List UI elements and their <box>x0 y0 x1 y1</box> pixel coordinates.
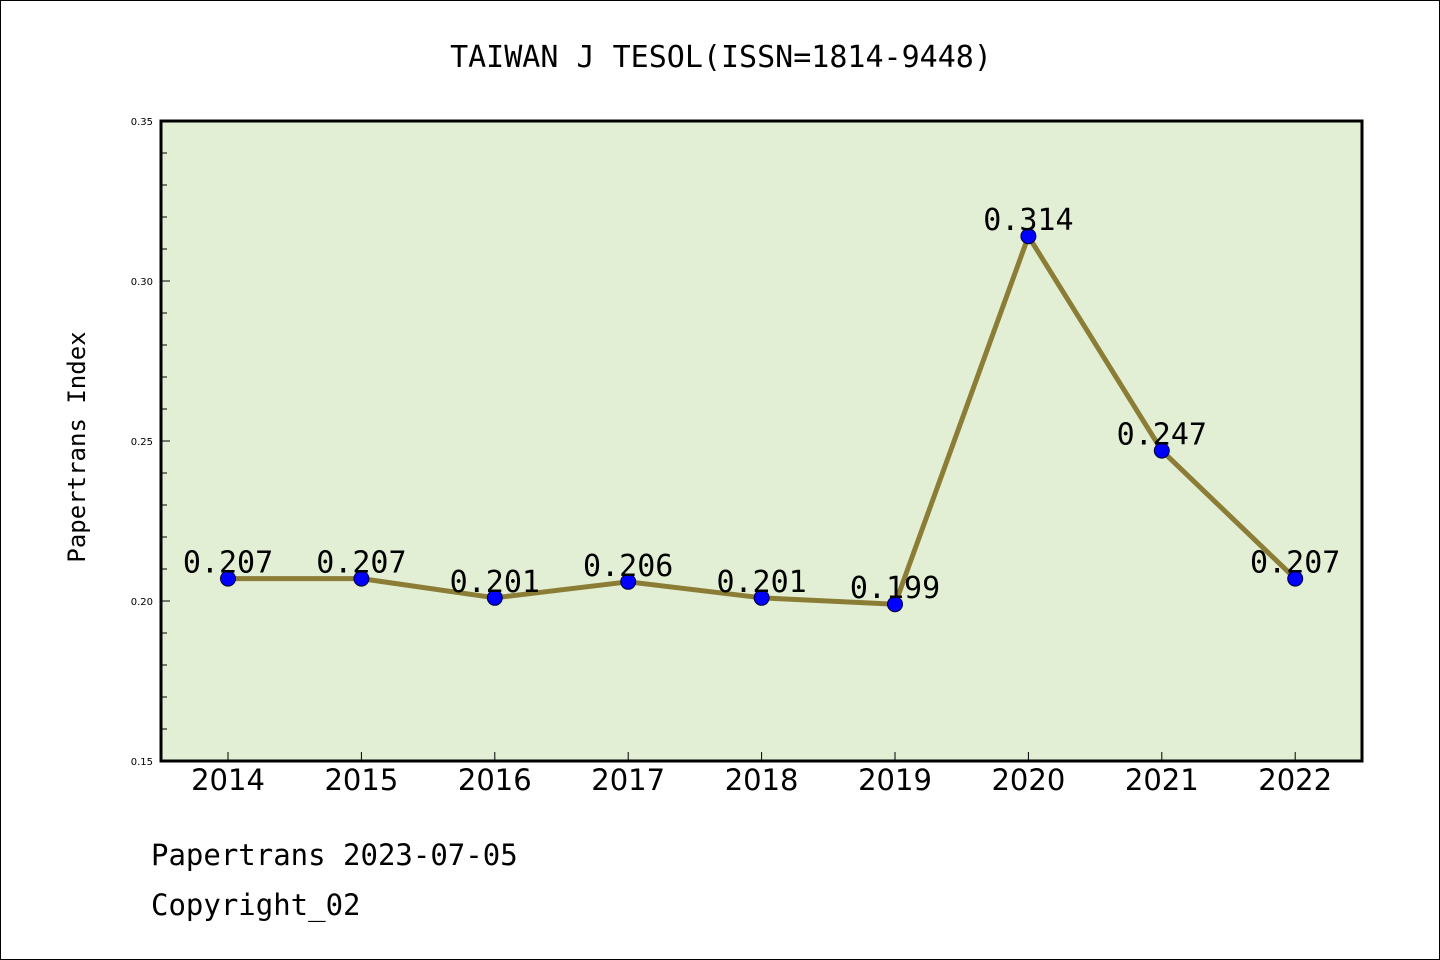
data-point <box>887 596 903 613</box>
y-tick-label: 0.35 <box>131 117 153 128</box>
x-tick-label: 2017 <box>591 763 665 797</box>
x-tick-label: 2020 <box>991 763 1065 797</box>
x-axis: 2014 2015 2016 2017 2018 2019 2020 2021 2022 <box>191 752 1332 797</box>
data-point <box>486 589 503 606</box>
data-point <box>753 589 770 606</box>
x-tick-label: 2014 <box>191 763 265 797</box>
data-label: 0.207 <box>183 546 273 581</box>
footer-copyright: Copyright_02 <box>151 888 361 923</box>
x-tick-label: 2021 <box>1125 763 1199 797</box>
data-label: 0.247 <box>1117 418 1207 453</box>
chart-title: TAIWAN J TESOL(ISSN=1814-9448) <box>450 40 992 75</box>
data-point <box>1153 442 1170 459</box>
y-tick-label: 0.25 <box>131 437 153 448</box>
y-axis: 0.15 0.20 0.25 0.30 0.35 <box>131 117 170 768</box>
data-point <box>620 573 637 590</box>
data-label: 0.206 <box>583 549 673 584</box>
data-label: 0.201 <box>450 565 540 600</box>
x-tick-label: 2015 <box>324 763 398 797</box>
footer-date: Papertrans 2023-07-05 <box>151 838 518 872</box>
x-tick-label: 2019 <box>858 763 932 797</box>
data-point <box>353 570 370 587</box>
data-point <box>220 570 236 587</box>
y-tick-label: 0.15 <box>131 757 153 768</box>
series-group: 0.207 0.207 0.201 0.206 0.201 0.199 0.314 0.247… <box>183 203 1340 613</box>
data-label: 0.314 <box>983 203 1073 238</box>
y-axis-label: Papertrans Index <box>63 331 91 562</box>
data-label: 0.199 <box>850 571 940 606</box>
plot-area <box>159 119 1364 763</box>
x-tick-label: 2016 <box>458 763 532 797</box>
y-tick-label: 0.30 <box>131 277 153 288</box>
x-tick-label: 2018 <box>725 763 799 797</box>
data-label: 0.207 <box>316 546 406 581</box>
data-label: 0.207 <box>1250 546 1340 581</box>
x-tick-label: 2022 <box>1258 763 1332 797</box>
y-tick-label: 0.20 <box>131 597 153 608</box>
data-point <box>1020 228 1037 245</box>
data-label: 0.201 <box>716 565 806 600</box>
data-point <box>1287 570 1304 587</box>
